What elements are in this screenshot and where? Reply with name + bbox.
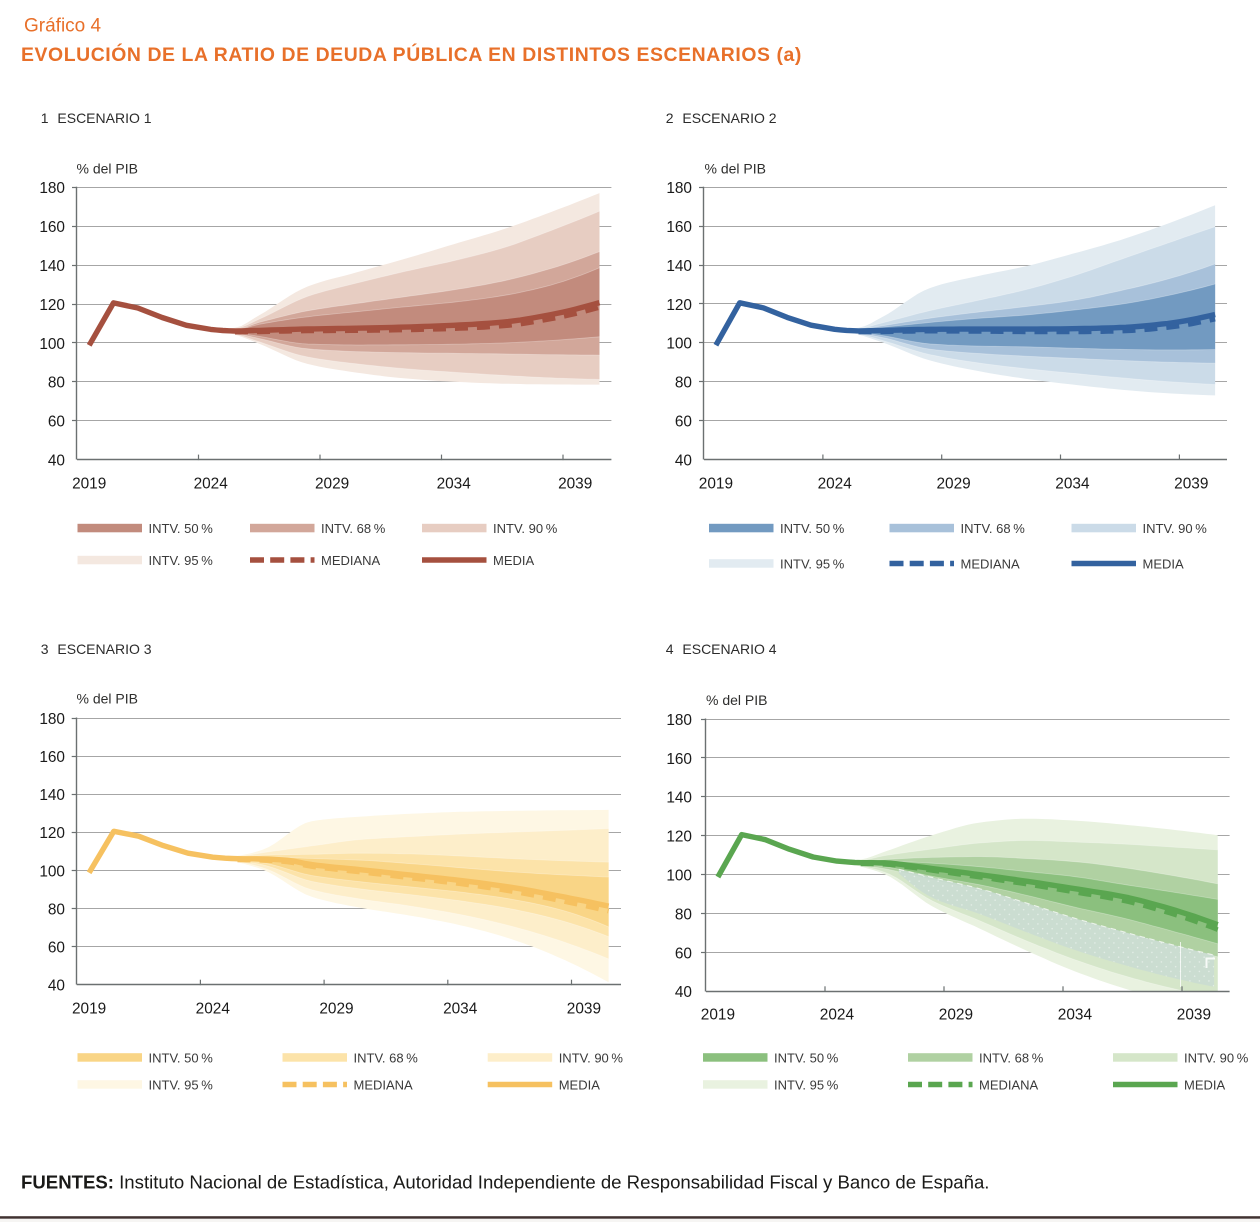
svg-text:MEDIA: MEDIA bbox=[1184, 1077, 1226, 1092]
svg-text:INTV. 90 %: INTV. 90 % bbox=[1184, 1050, 1249, 1065]
svg-text:40: 40 bbox=[48, 978, 65, 995]
svg-text:60: 60 bbox=[48, 940, 65, 957]
svg-text:40: 40 bbox=[675, 452, 692, 469]
svg-text:1: 1 bbox=[41, 110, 49, 126]
svg-text:40: 40 bbox=[48, 453, 65, 470]
svg-text:INTV. 95 %: INTV. 95 % bbox=[149, 1077, 214, 1092]
svg-text:160: 160 bbox=[39, 219, 65, 236]
svg-text:% del PIB: % del PIB bbox=[705, 161, 766, 177]
svg-text:INTV. 95 %: INTV. 95 % bbox=[149, 553, 214, 568]
svg-text:2019: 2019 bbox=[701, 1007, 735, 1024]
svg-text:MEDIANA: MEDIANA bbox=[961, 556, 1021, 571]
svg-text:EVOLUCIÓN DE LA RATIO DE DEUDA: EVOLUCIÓN DE LA RATIO DE DEUDA PÚBLICA E… bbox=[21, 42, 802, 66]
svg-text:2029: 2029 bbox=[939, 1007, 973, 1024]
svg-text:40: 40 bbox=[675, 984, 692, 1001]
svg-text:2039: 2039 bbox=[558, 476, 592, 493]
svg-text:MEDIANA: MEDIANA bbox=[354, 1077, 414, 1092]
svg-text:FUENTES: Instituto Nacional de: FUENTES: Instituto Nacional de Estadísti… bbox=[21, 1172, 989, 1193]
svg-text:2039: 2039 bbox=[567, 1001, 601, 1018]
svg-text:180: 180 bbox=[666, 180, 692, 197]
svg-text:MEDIANA: MEDIANA bbox=[979, 1077, 1039, 1092]
svg-text:ESCENARIO 4: ESCENARIO 4 bbox=[682, 641, 776, 657]
svg-text:2029: 2029 bbox=[319, 1001, 353, 1018]
svg-text:Gráfico 4: Gráfico 4 bbox=[24, 16, 102, 37]
svg-text:MEDIA: MEDIA bbox=[1143, 556, 1185, 571]
svg-text:ESCENARIO 1: ESCENARIO 1 bbox=[57, 110, 151, 126]
svg-text:140: 140 bbox=[666, 258, 692, 275]
svg-text:140: 140 bbox=[39, 787, 65, 804]
svg-text:120: 120 bbox=[39, 297, 65, 314]
svg-text:180: 180 bbox=[39, 711, 65, 728]
svg-text:INTV. 68 %: INTV. 68 % bbox=[354, 1050, 419, 1065]
svg-text:MEDIANA: MEDIANA bbox=[321, 553, 381, 568]
svg-text:INTV. 50 %: INTV. 50 % bbox=[149, 521, 214, 536]
svg-text:100: 100 bbox=[39, 336, 65, 353]
svg-text:160: 160 bbox=[39, 749, 65, 766]
svg-text:INTV. 90 %: INTV. 90 % bbox=[493, 521, 558, 536]
svg-text:2034: 2034 bbox=[1058, 1007, 1093, 1024]
svg-text:2029: 2029 bbox=[315, 476, 349, 493]
svg-text:2039: 2039 bbox=[1177, 1007, 1211, 1024]
svg-text:2: 2 bbox=[666, 110, 674, 126]
svg-text:100: 100 bbox=[666, 868, 692, 885]
svg-text:2039: 2039 bbox=[1174, 476, 1208, 493]
svg-text:80: 80 bbox=[675, 906, 692, 923]
svg-text:3: 3 bbox=[41, 641, 49, 657]
svg-text:180: 180 bbox=[666, 712, 692, 729]
svg-text:100: 100 bbox=[39, 863, 65, 880]
svg-text:2034: 2034 bbox=[443, 1001, 478, 1018]
svg-text:ESCENARIO 3: ESCENARIO 3 bbox=[57, 641, 151, 657]
svg-text:INTV. 90 %: INTV. 90 % bbox=[1143, 521, 1208, 536]
svg-text:INTV. 50 %: INTV. 50 % bbox=[149, 1050, 214, 1065]
svg-text:MEDIA: MEDIA bbox=[493, 553, 535, 568]
svg-text:60: 60 bbox=[675, 945, 692, 962]
svg-text:INTV. 95 %: INTV. 95 % bbox=[774, 1077, 839, 1092]
svg-text:2024: 2024 bbox=[818, 476, 853, 493]
svg-text:INTV. 95 %: INTV. 95 % bbox=[780, 556, 845, 571]
svg-text:INTV. 50 %: INTV. 50 % bbox=[774, 1050, 839, 1065]
svg-text:2029: 2029 bbox=[936, 476, 970, 493]
svg-text:4: 4 bbox=[666, 641, 674, 657]
svg-text:140: 140 bbox=[39, 258, 65, 275]
svg-text:INTV. 50 %: INTV. 50 % bbox=[780, 521, 845, 536]
svg-text:% del PIB: % del PIB bbox=[77, 161, 138, 177]
svg-text:140: 140 bbox=[666, 790, 692, 807]
svg-text:INTV. 90 %: INTV. 90 % bbox=[559, 1050, 624, 1065]
svg-text:80: 80 bbox=[48, 901, 65, 918]
svg-text:160: 160 bbox=[666, 751, 692, 768]
svg-text:180: 180 bbox=[39, 180, 65, 197]
svg-text:80: 80 bbox=[48, 375, 65, 392]
svg-text:2034: 2034 bbox=[437, 476, 472, 493]
svg-text:% del PIB: % del PIB bbox=[706, 692, 767, 708]
svg-text:2019: 2019 bbox=[72, 1001, 106, 1018]
svg-text:100: 100 bbox=[666, 336, 692, 353]
svg-text:120: 120 bbox=[666, 829, 692, 846]
svg-text:60: 60 bbox=[675, 414, 692, 431]
svg-text:80: 80 bbox=[675, 375, 692, 392]
svg-text:MEDIA: MEDIA bbox=[559, 1077, 601, 1092]
svg-text:2019: 2019 bbox=[699, 476, 733, 493]
svg-text:120: 120 bbox=[666, 297, 692, 314]
svg-text:160: 160 bbox=[666, 219, 692, 236]
svg-text:% del PIB: % del PIB bbox=[77, 691, 138, 707]
svg-text:2019: 2019 bbox=[72, 476, 106, 493]
svg-text:60: 60 bbox=[48, 414, 65, 431]
svg-text:2024: 2024 bbox=[196, 1001, 231, 1018]
svg-text:2034: 2034 bbox=[1055, 476, 1090, 493]
svg-text:2024: 2024 bbox=[820, 1007, 855, 1024]
svg-text:INTV. 68 %: INTV. 68 % bbox=[321, 521, 386, 536]
svg-text:INTV. 68 %: INTV. 68 % bbox=[979, 1050, 1044, 1065]
svg-text:INTV. 68 %: INTV. 68 % bbox=[961, 521, 1026, 536]
svg-text:2024: 2024 bbox=[194, 476, 229, 493]
svg-text:ESCENARIO 2: ESCENARIO 2 bbox=[682, 110, 776, 126]
svg-text:120: 120 bbox=[39, 825, 65, 842]
